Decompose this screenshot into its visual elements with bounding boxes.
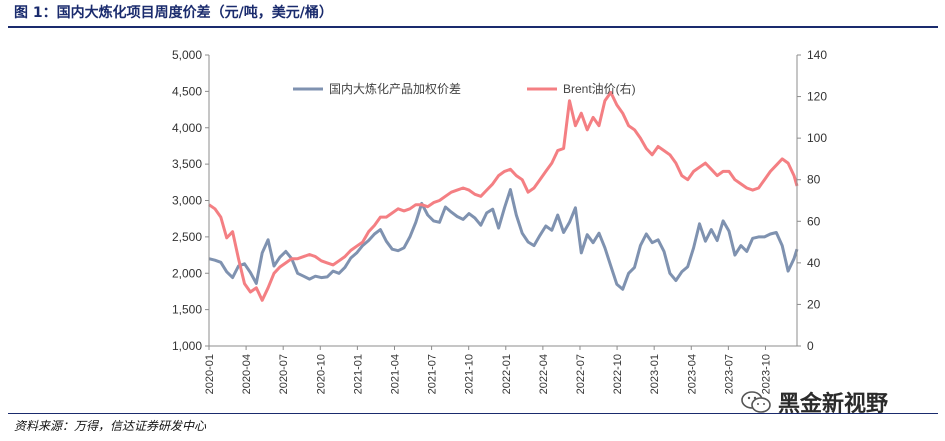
legend-label: Brent油价(右) [563,81,636,96]
left-tick-label: 5,000 [172,48,202,62]
left-tick-label: 2,000 [172,266,202,280]
left-tick-label: 3,500 [172,157,202,171]
x-tick-label: 2023-04 [686,354,698,394]
x-tick-label: 2020-10 [315,354,327,394]
x-tick-label: 2020-07 [278,354,290,394]
x-tick-label: 2021-04 [389,354,401,394]
right-axis-ticks: 0 20 40 60 80 100 120 140 [797,48,827,353]
left-tick-label: 4,000 [172,121,202,135]
x-tick-label: 2022-04 [538,354,550,394]
right-tick-label: 60 [807,214,821,228]
left-tick-label: 3,000 [172,194,202,208]
x-axis-ticks: 2020-01 2020-04 2020-07 2020-10 2021-01 2021-… [204,346,772,394]
x-tick-label: 2023-07 [723,354,735,394]
price-spread-line [208,188,799,291]
legend-label: 国内大炼化产品加权价差 [329,81,461,96]
right-tick-label: 140 [807,48,827,62]
source-note: 资料来源：万得，信达证券研发中心 [14,419,207,433]
x-tick-label: 2021-10 [464,354,476,394]
source-rule [8,413,938,414]
x-tick-label: 2020-04 [241,354,253,394]
watermark-text: 黑金新视野 [778,392,889,417]
x-tick-label: 2022-01 [501,354,513,394]
left-tick-label: 1,500 [172,303,202,317]
x-tick-label: 2023-10 [760,354,772,394]
right-tick-label: 20 [807,297,821,311]
wechat-icon [741,391,771,413]
right-tick-label: 0 [807,339,814,353]
x-tick-label: 2021-01 [352,354,364,394]
x-tick-label: 2022-10 [612,354,624,394]
chart-legend: 国内大炼化产品加权价差 Brent油价(右) [293,81,636,96]
figure-title: 图 1：国内大炼化项目周度价差（元/吨，美元/桶） [14,5,333,21]
x-tick-label: 2022-07 [575,354,587,394]
left-tick-label: 1,000 [172,339,202,353]
right-tick-label: 80 [807,173,821,187]
right-tick-label: 120 [807,90,827,104]
watermark: 黑金新视野 [740,386,888,418]
right-tick-label: 40 [807,256,821,270]
title-rule [8,26,938,28]
x-tick-label: 2020-01 [204,354,216,394]
dual-axis-line-chart: 1,000 1,500 2,000 2,500 3,000 3,500 4,000 4,500… [172,48,827,394]
left-axis-ticks: 1,000 1,500 2,000 2,500 3,000 3,500 4,000 4,500… [172,48,209,353]
x-tick-label: 2023-01 [649,354,661,394]
left-tick-label: 4,500 [172,84,202,98]
series-layer [208,90,799,302]
brent-price-line [208,90,799,302]
right-tick-label: 100 [807,131,827,145]
x-tick-label: 2021-07 [427,354,439,394]
left-tick-label: 2,500 [172,230,202,244]
